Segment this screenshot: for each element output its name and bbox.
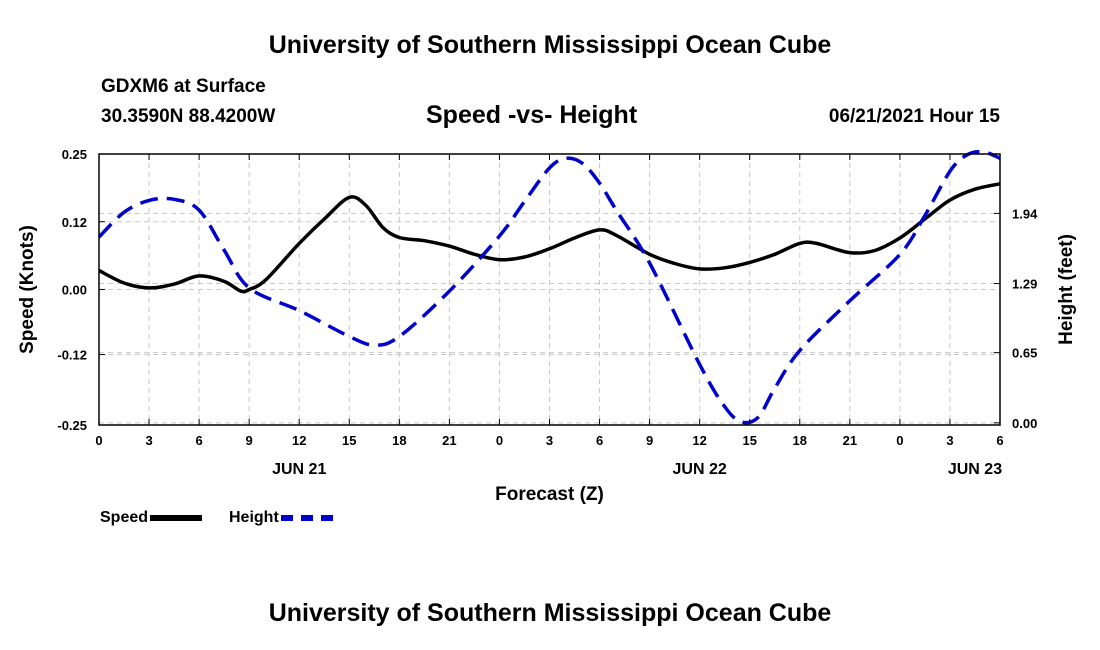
x-axis-title: Forecast (Z) (495, 484, 604, 505)
date-label: JUN 23 (948, 461, 1002, 478)
x-tick-label: 18 (793, 433, 807, 448)
x-tick-label: 12 (292, 433, 306, 448)
legend-height-swatch (280, 515, 333, 521)
x-tick-label: 9 (646, 433, 653, 448)
legend-speed: Speed (100, 509, 203, 527)
coordinates-label: 30.3590N 88.4200W (101, 106, 276, 127)
x-tick-label: 3 (546, 433, 553, 448)
y2-tick-label: 0.00 (1012, 416, 1037, 431)
legend-height: Height (229, 509, 333, 527)
legend-speed-swatch (150, 515, 203, 521)
x-tick-label: 0 (496, 433, 503, 448)
legend-speed-label: Speed (100, 509, 149, 526)
y-tick-label: 0.00 (62, 283, 87, 298)
y2-tick-label: 1.94 (1012, 206, 1038, 221)
axis-ticks (98, 153, 1001, 426)
x-tick-label: 15 (342, 433, 356, 448)
y-axis-title-speed: Speed (Knots) (17, 225, 38, 354)
page-title-bottom: University of Southern Mississippi Ocean… (268, 599, 832, 627)
x-tick-label: 0 (896, 433, 903, 448)
x-tick-label: 21 (843, 433, 857, 448)
x-tick-label: 15 (742, 433, 756, 448)
x-tick-label: 0 (95, 433, 102, 448)
grid-lines (99, 154, 1000, 425)
date-label: JUN 22 (673, 461, 727, 478)
series-lines (97, 149, 1001, 425)
x-tick-label: 21 (442, 433, 456, 448)
x-tick-label: 9 (246, 433, 253, 448)
y2-tick-label: 0.65 (1012, 346, 1037, 361)
x-tick-label: 12 (692, 433, 706, 448)
x-tick-label: 18 (392, 433, 406, 448)
y-tick-label: 0.25 (62, 147, 87, 162)
x-tick-label: 3 (145, 433, 152, 448)
x-tick-label: 6 (996, 433, 1003, 448)
x-tick-label: 3 (946, 433, 953, 448)
legend-height-label: Height (229, 509, 279, 526)
y-tick-label: -0.12 (57, 348, 87, 363)
axis-tick-labels: 0 3 6 9 12 15 18 21 0 3 6 9 12 15 18 21 0 3 6 JUN 21 JUN 22 J… (57, 147, 1038, 478)
series-line-speed (98, 182, 1001, 294)
forecast-datetime: 06/21/2021 Hour 15 (828, 106, 1000, 127)
station-label: GDXM6 at Surface (101, 76, 266, 97)
y-tick-label: 0.12 (62, 215, 87, 230)
date-label: JUN 21 (272, 461, 326, 478)
y2-tick-label: 1.29 (1012, 277, 1037, 292)
chart-title: Speed -vs- Height (426, 101, 638, 129)
page-title-top: University of Southern Mississippi Ocean… (268, 31, 832, 59)
x-tick-label: 6 (195, 433, 202, 448)
y-tick-label: -0.25 (57, 418, 87, 433)
x-tick-label: 6 (596, 433, 603, 448)
y2-axis-title-height: Height (feet) (1056, 234, 1077, 345)
